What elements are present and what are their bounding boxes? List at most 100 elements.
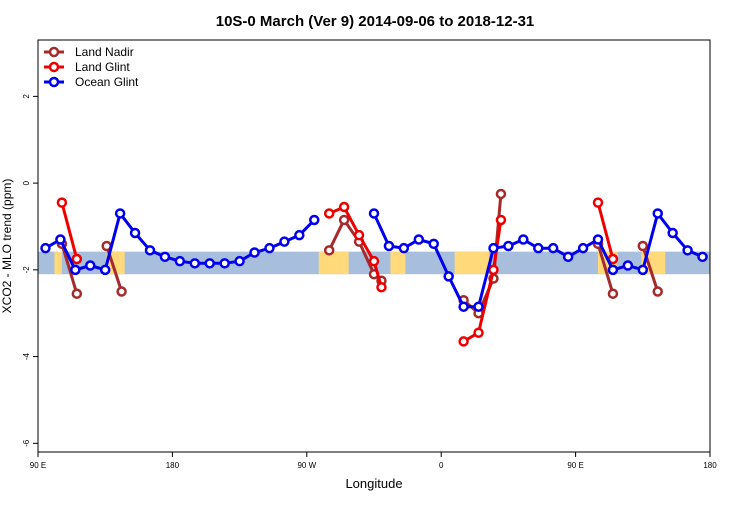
data-point — [637, 240, 649, 252]
data-point — [637, 264, 649, 276]
data-point — [652, 208, 663, 219]
series-line — [60, 243, 79, 295]
y-tick-label: -2 — [22, 266, 31, 274]
y-tick-label: -4 — [22, 352, 31, 360]
data-point — [458, 336, 469, 347]
series-line — [596, 202, 615, 260]
series-line — [596, 243, 615, 295]
legend-item: Ocean Glint — [44, 75, 139, 89]
data-point — [503, 240, 514, 252]
x-tick-label: 180 — [166, 461, 180, 470]
data-point — [338, 201, 350, 213]
data-point — [116, 286, 127, 297]
data-point — [368, 255, 380, 267]
data-point — [55, 234, 66, 245]
data-point — [114, 208, 126, 219]
data-point — [70, 264, 81, 276]
data-point — [174, 255, 186, 267]
data-point — [85, 260, 96, 271]
data-point — [71, 253, 83, 265]
data-point — [592, 234, 604, 245]
data-point — [264, 242, 275, 254]
y-axis: 2 0 -2 -4 -6 — [22, 94, 38, 447]
x-axis-label: Longitude — [345, 476, 402, 491]
data-point — [204, 258, 215, 269]
data-point — [99, 264, 111, 276]
data-point — [547, 242, 559, 254]
legend-label: Ocean Glint — [75, 75, 139, 89]
series-line — [60, 202, 79, 260]
x-tick-label: 90 E — [30, 461, 46, 470]
data-point — [368, 208, 380, 219]
data-point — [219, 258, 230, 269]
data-point — [428, 238, 439, 250]
data-point — [189, 258, 201, 269]
legend-label: Land Glint — [75, 60, 130, 74]
series-layer — [40, 188, 708, 347]
data-point — [376, 281, 387, 293]
data-point — [533, 242, 544, 254]
data-point — [129, 227, 141, 239]
y-tick-label: 2 — [22, 94, 31, 99]
data-point — [697, 251, 708, 263]
legend-marker — [48, 61, 60, 73]
legend-marker — [48, 76, 60, 88]
data-point — [682, 245, 693, 256]
series-ocean-glint — [40, 208, 708, 312]
data-point — [473, 327, 484, 338]
legend-marker — [48, 46, 60, 58]
data-point — [518, 234, 529, 245]
x-tick-label: 180 — [703, 461, 717, 470]
legend-item: Land Nadir — [44, 45, 134, 59]
data-point — [577, 242, 589, 254]
data-point — [159, 251, 171, 263]
data-point — [607, 264, 619, 276]
series-line — [641, 245, 660, 292]
x-tick-label: 90 W — [297, 461, 316, 470]
chart-title: 10S-0 March (Ver 9) 2014-09-06 to 2018-1… — [216, 13, 535, 30]
data-point — [443, 271, 454, 282]
data-point — [667, 227, 678, 239]
data-point — [413, 234, 425, 245]
data-point — [652, 286, 663, 297]
y-axis-label: XCO2 - MLO trend (ppm) — [0, 179, 14, 314]
data-point — [353, 229, 365, 241]
land-region — [390, 251, 406, 275]
data-point — [323, 245, 335, 256]
land-region — [318, 251, 349, 275]
data-point — [323, 208, 335, 219]
data-point — [488, 242, 499, 254]
data-point — [56, 197, 68, 208]
x-axis: 90 E 180 90 W 0 90 E 180 — [30, 452, 717, 470]
data-point — [249, 247, 260, 258]
data-point — [607, 288, 619, 299]
data-point — [592, 197, 604, 208]
data-point — [488, 264, 499, 276]
x-tick-label: 0 — [439, 461, 444, 470]
data-point — [234, 255, 245, 267]
legend-item: Land Glint — [44, 60, 130, 74]
y-tick-label: -6 — [22, 439, 31, 447]
plot-frame — [37, 39, 711, 453]
data-point — [309, 214, 320, 226]
y-tick-label: 0 — [22, 180, 31, 185]
data-point — [71, 288, 83, 299]
data-point — [294, 229, 305, 241]
data-point — [495, 214, 507, 226]
data-point — [473, 301, 484, 312]
data-point — [398, 242, 410, 254]
data-point — [144, 245, 156, 256]
data-point — [279, 236, 290, 247]
land-region — [54, 251, 62, 275]
data-point — [383, 240, 395, 252]
legend-label: Land Nadir — [75, 45, 134, 59]
data-point — [495, 188, 507, 200]
land-region — [454, 251, 489, 275]
data-point — [338, 214, 350, 226]
data-point — [458, 301, 469, 312]
x-tick-label: 90 E — [567, 461, 583, 470]
data-point — [622, 260, 634, 271]
data-point — [40, 242, 51, 254]
